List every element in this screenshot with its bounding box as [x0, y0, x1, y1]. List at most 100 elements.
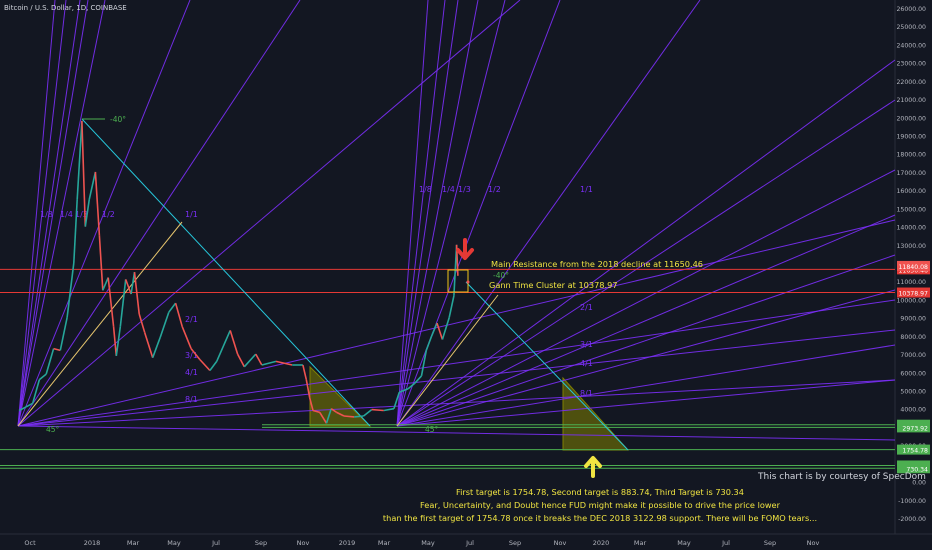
fan-line	[396, 59, 896, 427]
price-tick-label: 9000.00	[900, 316, 926, 323]
fan-line	[396, 0, 429, 427]
price-segment	[441, 317, 450, 340]
price-segment	[88, 171, 97, 200]
time-tick-label: 2020	[593, 539, 610, 547]
fan-line	[396, 0, 506, 427]
price-segment	[312, 409, 321, 414]
price-segment	[45, 348, 55, 375]
fan-line	[396, 254, 896, 427]
price-segment	[243, 353, 257, 368]
fan-line	[17, 329, 896, 427]
price-segment	[305, 379, 311, 398]
price-segment	[84, 199, 91, 227]
level-price-label: 10378.97	[898, 291, 928, 298]
price-segment	[168, 302, 177, 313]
price-segment	[308, 397, 314, 411]
yellow-trend-line	[396, 294, 499, 427]
time-tick-label: Jul	[721, 539, 730, 547]
target-notes: First target is 1754.78, Second target i…	[340, 486, 860, 525]
fan-ratio-label: 1/2	[488, 185, 501, 194]
price-tick-label: -2000.00	[898, 516, 926, 523]
price-segment	[159, 311, 170, 338]
price-tick-label: 15000.00	[896, 206, 926, 213]
time-tick-label: Nov	[807, 539, 820, 547]
price-tick-label: 11000.00	[896, 279, 926, 286]
price-segment	[174, 302, 184, 328]
price-segment	[336, 411, 345, 417]
level-price-tag	[897, 422, 930, 433]
fan-line	[396, 0, 479, 427]
price-segment	[76, 120, 83, 200]
fan-line	[17, 0, 521, 427]
time-tick-label: May	[167, 539, 181, 547]
fan-ratio-label: 1/4	[60, 210, 73, 219]
price-tick-label: 8000.00	[900, 334, 926, 341]
fan-line	[17, 0, 191, 427]
price-segment	[53, 347, 61, 352]
angle-label: 45°	[425, 425, 439, 434]
fan-ratio-label: 1/4	[442, 185, 455, 194]
fan-line	[396, 289, 896, 427]
price-segment	[130, 271, 136, 295]
trend-lines: -40° 45° -40° 45°	[17, 115, 629, 451]
time-tick-label: 2018	[84, 539, 101, 547]
price-segment	[383, 407, 395, 412]
fan-line	[17, 299, 896, 427]
price-segment	[436, 322, 444, 340]
level-price-tag	[897, 463, 930, 474]
fan-line	[17, 379, 896, 427]
fan-ratio-label: 4/1	[580, 359, 593, 368]
price-tick-label: 5000.00	[900, 389, 926, 396]
target-note-line: First target is 1754.78, Second target i…	[456, 487, 744, 497]
price-segment	[275, 360, 293, 366]
price-segment	[229, 330, 239, 355]
price-segment	[25, 402, 34, 408]
last-price-dot	[466, 280, 470, 284]
price-tick-label: 22000.00	[896, 79, 926, 86]
price-segment	[255, 353, 263, 366]
price-tick-label: 24000.00	[896, 42, 926, 49]
price-segment	[38, 373, 47, 381]
price-segment	[73, 199, 78, 264]
price-segment	[59, 317, 68, 351]
time-tick-label: May	[421, 539, 435, 547]
fan-line	[17, 219, 896, 427]
time-tick-label: Sep	[509, 539, 521, 547]
red-arrow-down	[456, 238, 474, 260]
fan-ratio-label: 1/2	[102, 210, 115, 219]
price-segment	[81, 120, 87, 227]
price-tick-label: 23000.00	[896, 61, 926, 68]
price-tick-label: 26000.00	[896, 6, 926, 13]
fan-ratio-label: 2/1	[580, 303, 593, 312]
fan-line	[17, 0, 106, 427]
price-tick-label: 13000.00	[896, 243, 926, 250]
fan-ratio-label: 8/1	[580, 389, 593, 398]
fan-ratio-label: 1/1	[580, 185, 593, 194]
fan-line	[17, 0, 301, 427]
price-segment	[133, 272, 140, 315]
level-price-tag	[897, 260, 930, 271]
time-tick-label: Mar	[127, 539, 140, 547]
main-resistance-annotation: Main Resistance from the 2018 decline at…	[491, 259, 704, 269]
time-axis: Oct 2018 Mar May Jul Sep Nov 2019 Mar May Jul Sep No…	[24, 539, 819, 547]
price-segment	[31, 379, 41, 404]
time-tick-label: Jul	[465, 539, 474, 547]
price-tick-label: 6000.00	[900, 370, 926, 377]
price-tick-label: 7000.00	[900, 352, 926, 359]
fan-line	[396, 0, 459, 427]
price-segment	[363, 408, 373, 417]
target-note-line: Fear, Uncertainty, and Doubt hence FUD m…	[420, 500, 780, 510]
fan-line	[17, 0, 81, 427]
price-segment	[199, 358, 211, 372]
price-segment	[119, 279, 127, 327]
price-segment	[420, 350, 428, 377]
price-segment	[98, 235, 104, 291]
time-tick-label: Nov	[297, 539, 310, 547]
fan-line	[396, 99, 896, 427]
price-tick-label: 19000.00	[896, 134, 926, 141]
fan-ratio-label: 3/1	[185, 351, 198, 360]
gann-cluster-annotation: Gann Time Cluster at 10378.97	[489, 280, 618, 290]
symbol-title: Bitcoin / U.S. Dollar, 1D, COINBASE	[4, 4, 127, 12]
level-price-label: 2973.92	[902, 425, 928, 432]
